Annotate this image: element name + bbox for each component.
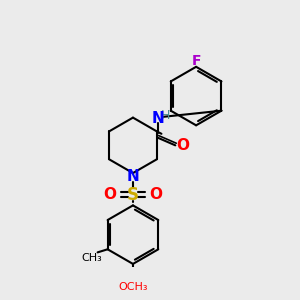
Text: N: N xyxy=(151,111,164,126)
Text: OCH₃: OCH₃ xyxy=(118,282,148,292)
Text: O: O xyxy=(150,187,163,202)
Text: S: S xyxy=(127,186,139,204)
Text: N: N xyxy=(127,169,139,184)
Text: F: F xyxy=(191,54,201,68)
Text: O: O xyxy=(176,138,190,153)
Text: O: O xyxy=(103,187,116,202)
Text: CH₃: CH₃ xyxy=(82,253,103,263)
Text: H: H xyxy=(160,109,170,122)
